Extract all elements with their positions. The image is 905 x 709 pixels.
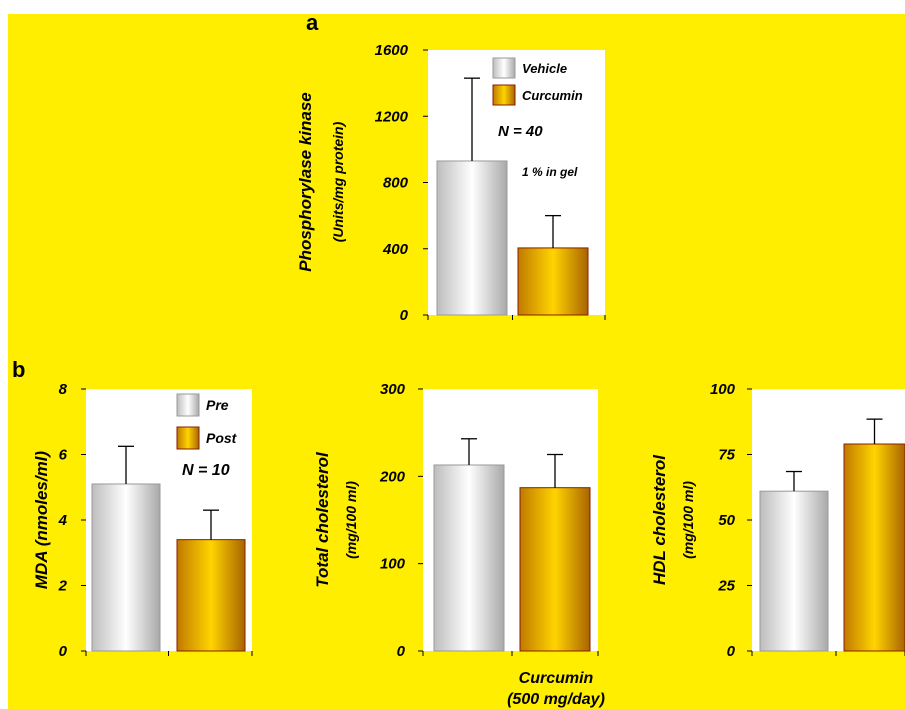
panel-b-xlabel-line1: Curcumin [519, 670, 594, 687]
a-bar-curcumin [517, 247, 589, 316]
b3-ytick-label: 100 [710, 381, 736, 398]
b3-bar-post [843, 443, 905, 652]
b1-legend-swatch-pre [176, 393, 200, 417]
b1-ytick-label: 4 [58, 512, 68, 529]
b1-bar-pre [91, 483, 161, 652]
b2-bar-post [519, 487, 591, 652]
b1-bar-post [176, 539, 246, 652]
a-ytick-label: 800 [383, 175, 409, 192]
b2-ytick-label: 100 [380, 556, 406, 573]
a-annotation: N = 40 [498, 123, 543, 140]
a-legend-label-vehicle: Vehicle [522, 61, 567, 76]
a-legend-swatch-curcumin [492, 84, 516, 106]
b1-ylabel: MDA (nmoles/ml) [32, 451, 51, 590]
a-ytick-label: 1600 [375, 42, 409, 59]
a-ylabel: Phosphorylase kinase [296, 92, 315, 272]
b2-ytick-label: 200 [379, 468, 406, 485]
b2-ytick-label: 0 [397, 643, 406, 660]
b1-legend-label-post: Post [206, 430, 238, 446]
a-ylabel-units: (Units/mg protein) [330, 121, 346, 242]
b3-ylabel: HDL cholesterol [650, 454, 669, 585]
b3-ylabel-units: (mg/100 ml) [680, 481, 696, 559]
a-ytick-label: 400 [382, 241, 409, 258]
b1-annotation: N = 10 [182, 462, 230, 479]
b3-bar-pre [759, 490, 829, 652]
b2-bar-pre [433, 464, 505, 652]
b2-ylabel: Total cholesterol [313, 451, 332, 588]
panel-a-label: a [306, 10, 319, 35]
a-legend-swatch-vehicle [492, 57, 516, 79]
panel-b-label: b [12, 357, 25, 382]
a-bar-vehicle [436, 160, 508, 316]
chart-b-total-cholesterol: 0 100 200 300 Total cholesterol (mg/100 ml) [313, 381, 599, 660]
b1-legend-label-pre: Pre [206, 397, 229, 413]
b1-legend-swatch-post [176, 426, 200, 450]
b1-ytick-label: 2 [58, 578, 68, 595]
b1-ytick-label: 8 [59, 381, 68, 398]
panel-b-xlabel-line2: (500 mg/day) [507, 691, 605, 708]
a-legend-label-curcumin: Curcumin [522, 88, 583, 103]
b3-ytick-label: 50 [718, 512, 735, 529]
a-ytick-label: 1200 [375, 108, 409, 125]
chart-b-hdl-cholesterol: 0 25 50 75 100 HDL cholesterol (mg/100 ml) [650, 381, 905, 660]
b2-ytick-label: 300 [380, 381, 406, 398]
a-ytick-label: 0 [400, 307, 409, 324]
b3-ytick-label: 75 [718, 447, 735, 464]
a-annotation: 1 % in gel [522, 165, 578, 179]
b1-ytick-label: 6 [59, 447, 68, 464]
b1-ytick-label: 0 [59, 643, 68, 660]
b2-ylabel-units: (mg/100 ml) [343, 481, 359, 559]
b3-ytick-label: 25 [717, 578, 735, 595]
chart-b-mda: 0 2 4 6 8 MDA (nmoles/ml) Pre Post N = 10 [32, 381, 253, 660]
chart-a: 0 400 800 1200 1600 Phosphorylase kinase (Unit… [296, 42, 606, 324]
b3-ytick-label: 0 [727, 643, 736, 660]
